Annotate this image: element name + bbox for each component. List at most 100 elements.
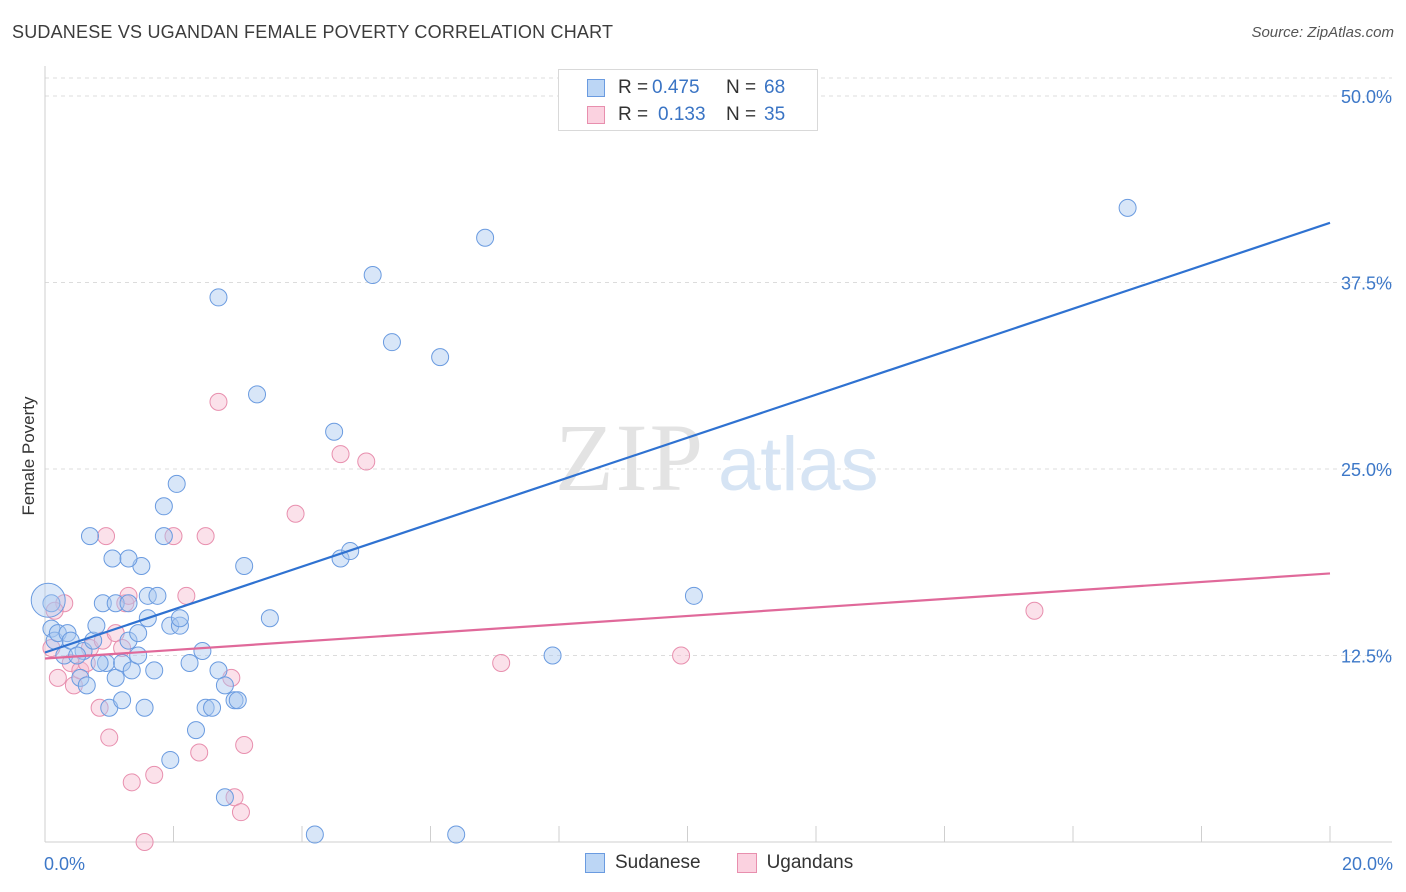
ugandans-point [48,668,67,687]
stats-legend: R = 0.475 N = 68 R = 0.133 N = 35 [558,69,818,131]
sudanese-point [363,266,382,285]
sudanese-point [135,698,154,717]
sudanese-point [122,661,141,680]
sudanese-point [113,691,132,710]
sudanese-point [103,549,122,568]
y-tick-label: 25.0% [1341,460,1392,480]
sudanese-point [543,646,562,665]
sudanese-point [382,333,401,352]
ugandans-point [77,653,96,672]
sudanese-point [129,624,148,643]
ugandans-point [331,445,350,464]
trend-lines [44,221,1331,660]
sudanese-point-cluster [30,582,66,618]
sudanese-point [260,609,279,628]
sudanese-point [196,698,215,717]
legend-label-sudanese: Sudanese [615,852,701,873]
sudanese-point [119,631,138,650]
ugandans-point [71,661,90,680]
x-tick-label: 0.0% [44,854,85,874]
ugandans-swatch [736,853,757,873]
ugandans-point [135,833,154,851]
sudanese-point [305,825,324,844]
sudanese-point [447,825,466,844]
ugandans-point [231,803,250,822]
n-value: 35 [764,104,786,125]
ugandans-point [190,743,209,762]
sudanese-point [119,594,138,613]
sudanese-point [215,676,234,695]
legend-row-sudanese: R = 0.475 N = 68 [587,77,785,99]
ugandans-point [122,773,141,792]
sudanese-point [106,594,125,613]
sudanese-point [90,653,109,672]
sudanese-point [248,385,267,404]
legend-item-ugandans[interactable]: Ugandans [736,852,854,874]
sudanese-point [431,348,450,367]
sudanese-point [209,288,228,307]
sudanese-swatch [587,79,605,97]
sudanese-point [235,556,254,575]
sudanese-point [161,750,180,769]
sudanese-point [145,661,164,680]
ugandans-point [61,653,80,672]
sudanese-point [138,586,157,605]
sudanese-swatch [585,853,605,873]
sudanese-point [170,616,189,635]
sudanese-point [119,549,138,568]
sudanese-points [30,198,1137,844]
y-tick-label: 12.5% [1341,647,1392,667]
sudanese-point [228,691,247,710]
x-tick-labels: 0.0% 20.0% [44,854,1393,874]
r-value: 0.475 [652,77,700,98]
sudanese-point [186,721,205,740]
sudanese-point [684,586,703,605]
y-axis-label: Female Poverty [19,396,38,516]
x-tick-label: 20.0% [1342,854,1393,874]
legend-row-ugandans: R = 0.133 N = 35 [587,104,785,126]
sudanese-point [167,474,186,493]
sudanese-point [215,788,234,807]
sudanese-point [170,609,189,628]
legend-item-sudanese[interactable]: Sudanese [585,852,701,874]
chart-title: SUDANESE VS UGANDAN FEMALE POVERTY CORRE… [12,22,614,42]
sudanese-point [148,586,167,605]
sudanese-point [77,676,96,695]
sudanese-point [325,422,344,441]
sudanese-trend-line [44,221,1331,654]
ugandans-points [42,392,1044,851]
r-value: 0.133 [658,104,706,125]
ugandans-point [90,698,109,717]
n-label: N = [726,104,757,125]
ugandans-point [235,736,254,755]
sudanese-point [87,616,106,635]
sudanese-point [154,527,173,546]
ugandans-point [225,788,244,807]
ugandans-swatch [587,106,605,124]
legend-label-ugandans: Ugandans [766,852,854,873]
axes [44,66,1392,843]
n-value: 68 [764,77,786,98]
ugandans-point [1025,601,1044,620]
y-tick-label: 50.0% [1341,87,1392,107]
sudanese-point [154,497,173,516]
r-label: R = [618,77,649,98]
ugandans-point [164,527,183,546]
ugandans-point [286,504,305,523]
ugandans-point [100,728,119,747]
ugandans-point [177,586,196,605]
ugandans-point [357,452,376,471]
ugandans-point [196,527,215,546]
sudanese-point [84,631,103,650]
chart-source: Source: ZipAtlas.com [1251,24,1394,41]
sudanese-point [180,653,199,672]
sudanese-point [106,668,125,687]
sudanese-point [476,228,495,247]
n-label: N = [726,77,757,98]
ugandans-trend-line [44,572,1331,660]
sudanese-point [93,594,112,613]
y-tick-labels: 12.5% 25.0% 37.5% 50.0% [1341,87,1392,667]
ugandans-point [97,527,116,546]
sudanese-point [161,616,180,635]
y-tick-label: 37.5% [1341,274,1392,294]
